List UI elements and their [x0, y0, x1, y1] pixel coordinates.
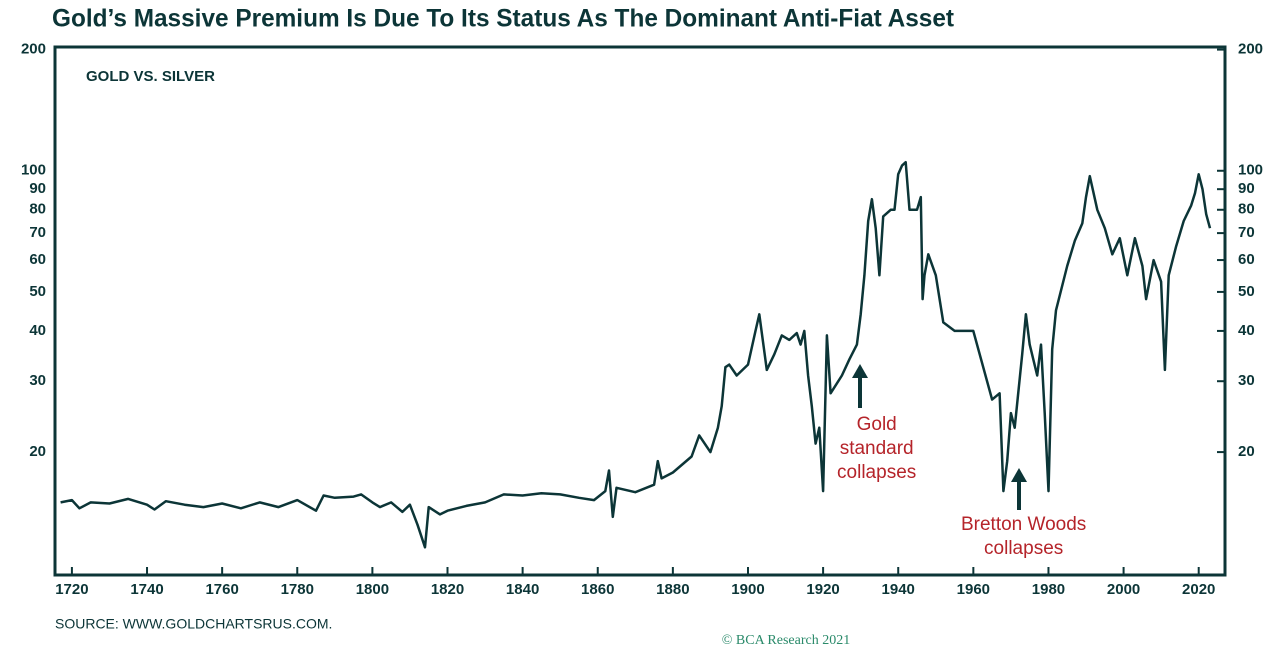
x-tick-label: 1760 [205, 581, 238, 598]
subtitle: GOLD VS. SILVER [86, 68, 215, 85]
y-tick-label: 60 [29, 251, 46, 268]
x-tick-label: 1800 [356, 581, 389, 598]
x-tick-label: 1880 [656, 581, 689, 598]
copyright: © BCA Research 2021 [722, 633, 850, 645]
x-tick-label: 1780 [281, 581, 314, 598]
source: SOURCE: WWW.GOLDCHARTSRUS.COM. [55, 616, 332, 632]
y2-tick-label: 60 [1238, 251, 1255, 268]
y2-tick-label: 70 [1238, 224, 1255, 241]
y2-tick-label: 80 [1238, 201, 1255, 218]
x-tick-label: 1820 [431, 581, 464, 598]
y-tick-label: 70 [29, 224, 46, 241]
x-tick-label: 1980 [1032, 581, 1065, 598]
annotation-text: standard [840, 438, 914, 459]
x-tick-label: 1840 [506, 581, 539, 598]
x-tick-label: 2020 [1182, 581, 1215, 598]
y-tick-label: 90 [29, 180, 46, 197]
x-tick-label: 1740 [130, 581, 163, 598]
y-tick-label: 40 [29, 322, 46, 339]
x-tick-label: 1720 [55, 581, 88, 598]
x-tick-label: 1940 [882, 581, 915, 598]
x-tick-label: 1900 [731, 581, 764, 598]
y-tick-label: 200 [21, 41, 46, 58]
annotation-text: Bretton Woods [961, 514, 1086, 535]
chart-title: Gold’s Massive Premium Is Due To Its Sta… [52, 5, 955, 33]
y2-tick-label: 200 [1238, 41, 1263, 58]
annotation-text: collapses [837, 462, 916, 483]
y-tick-label: 20 [29, 443, 46, 460]
x-tick-label: 2000 [1107, 581, 1140, 598]
y2-tick-label: 40 [1238, 322, 1255, 339]
plot-frame [53, 45, 1227, 577]
y2-tick-label: 100 [1238, 162, 1263, 179]
annotation-arrowhead [852, 364, 868, 378]
y2-tick-label: 50 [1238, 283, 1255, 300]
y2-tick-label: 30 [1238, 372, 1255, 389]
x-tick-label: 1920 [806, 581, 839, 598]
annotation-text: collapses [984, 538, 1063, 559]
y-tick-label: 80 [29, 201, 46, 218]
x-tick-label: 1960 [957, 581, 990, 598]
y-tick-label: 100 [21, 162, 46, 179]
x-tick-label: 1860 [581, 581, 614, 598]
series-line [60, 160, 1212, 549]
y-tick-label: 50 [29, 283, 46, 300]
annotation-text: Gold [857, 414, 897, 435]
y2-tick-label: 90 [1238, 180, 1255, 197]
annotation-arrowhead [1011, 468, 1027, 482]
y-tick-label: 30 [29, 372, 46, 389]
y2-tick-label: 20 [1238, 443, 1255, 460]
